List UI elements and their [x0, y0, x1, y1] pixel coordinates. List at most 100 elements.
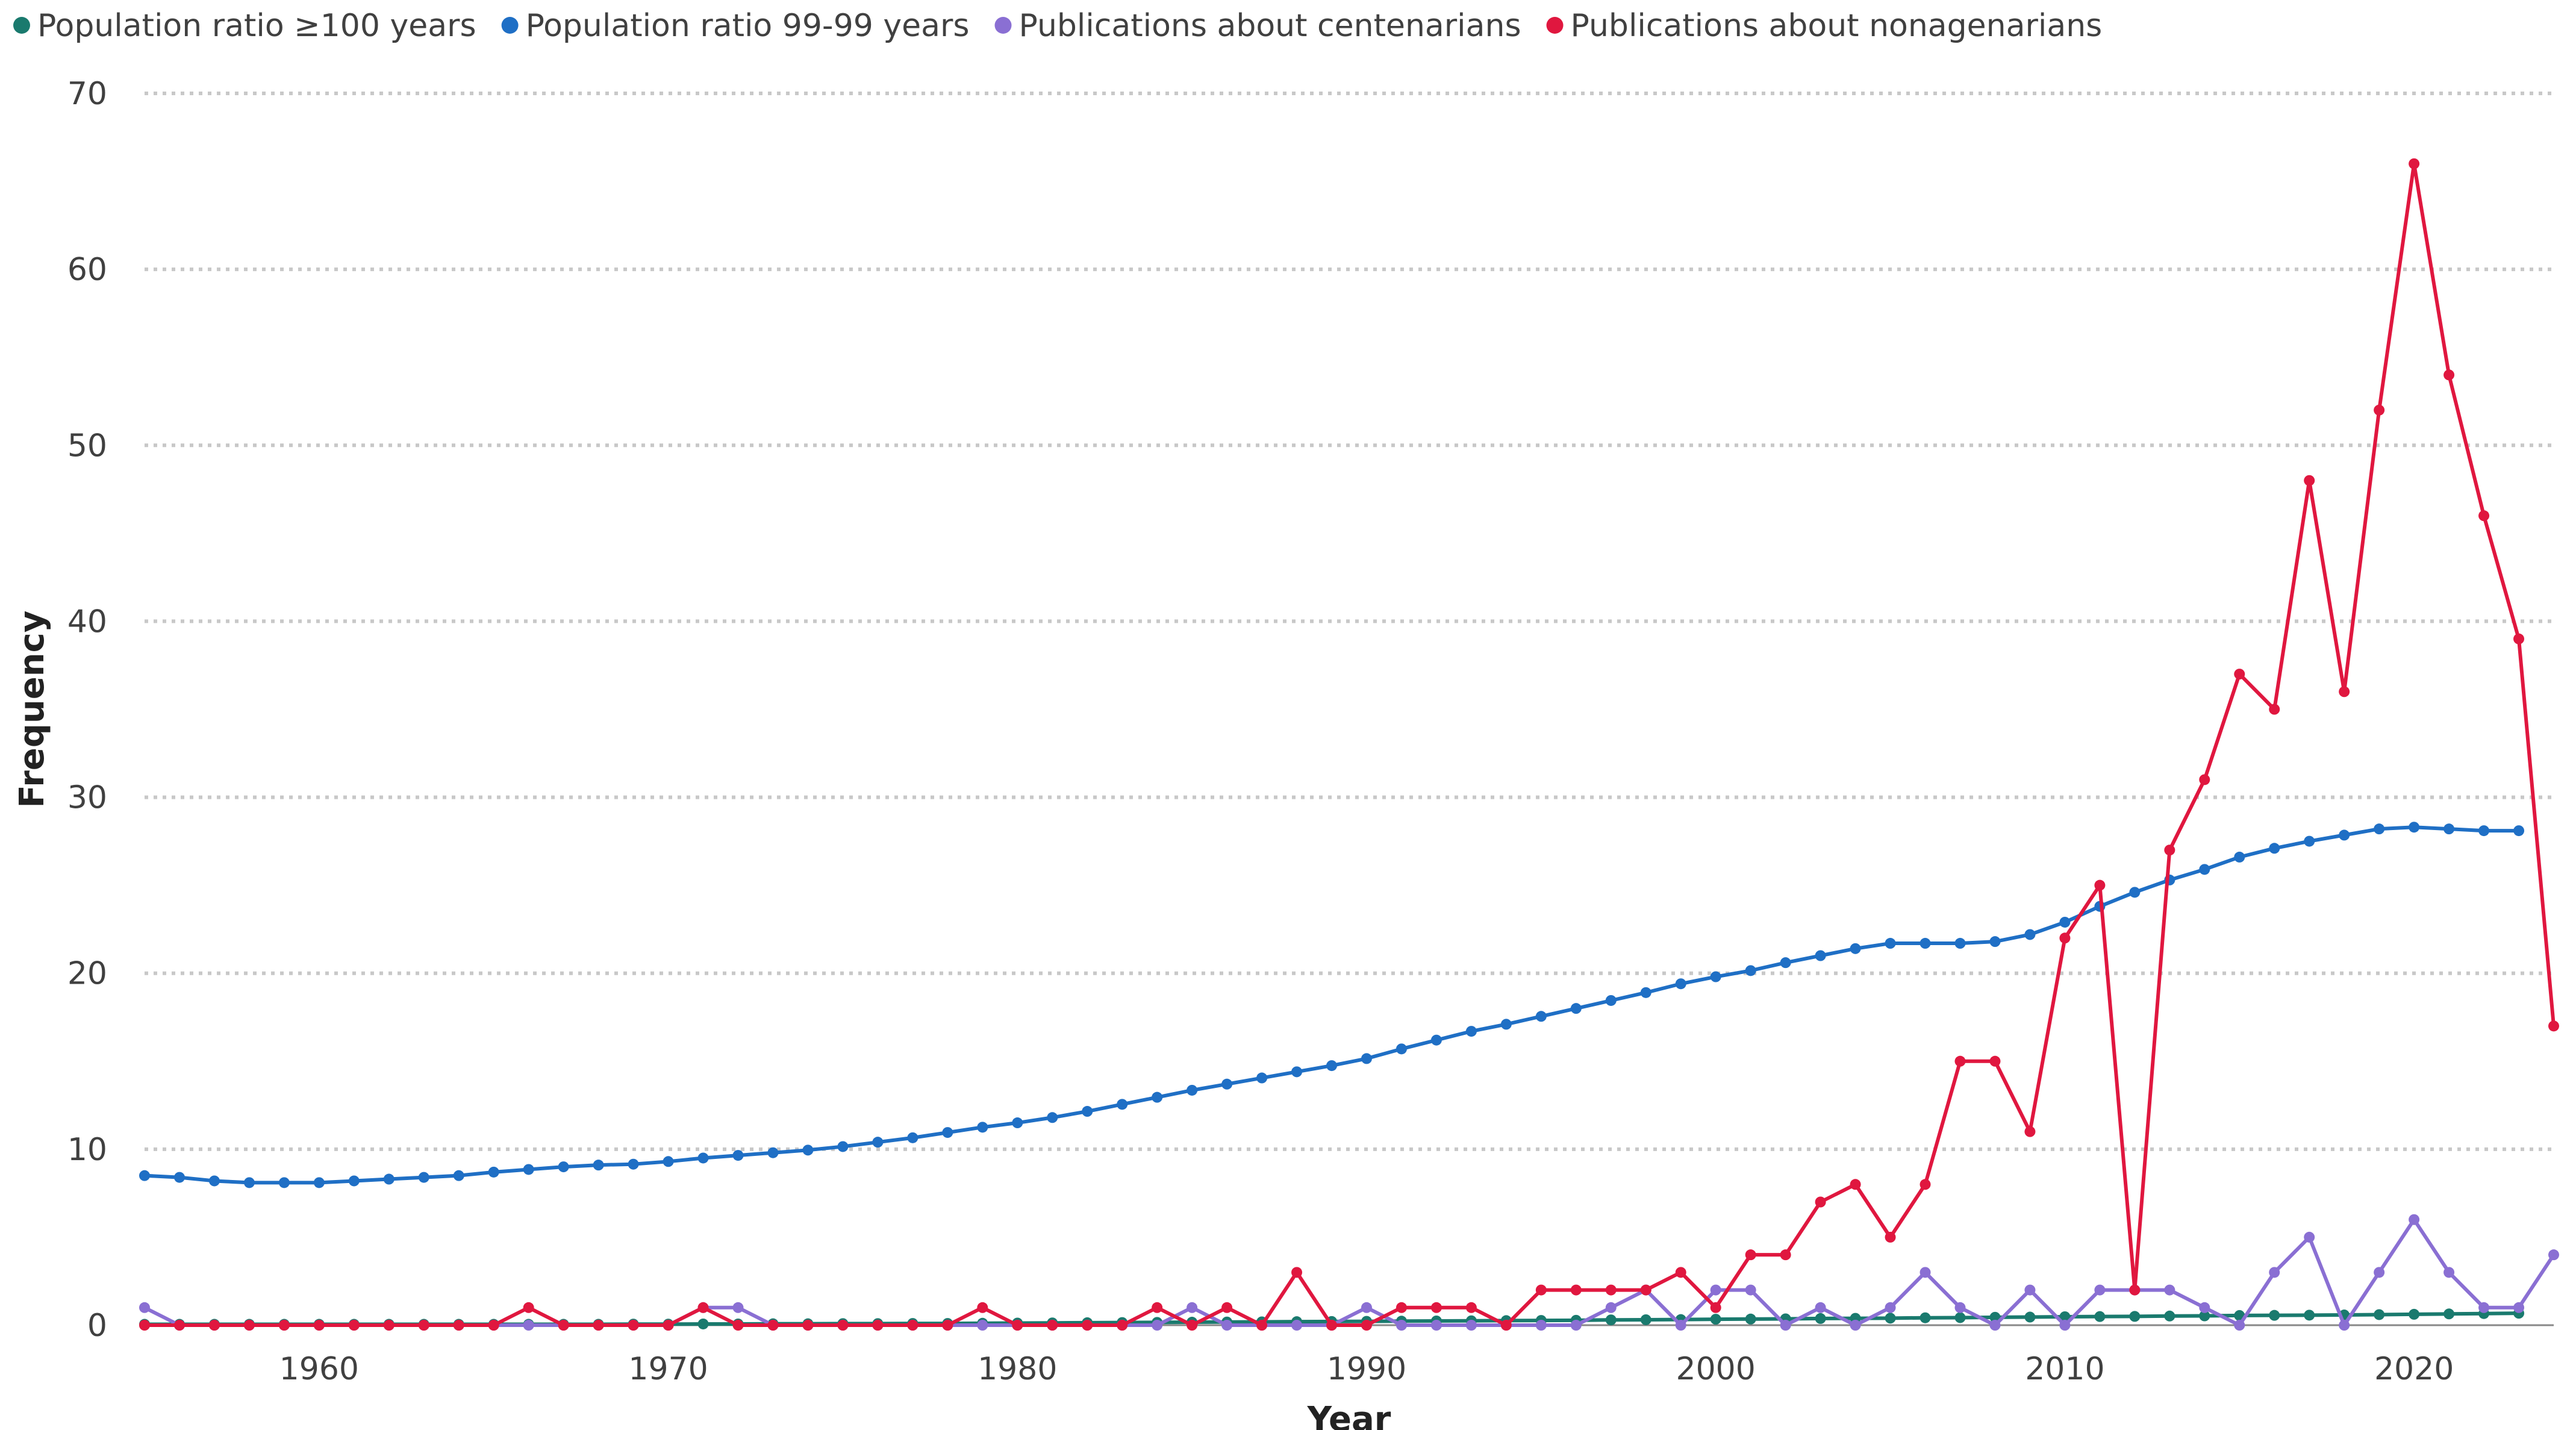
data-point: [2513, 825, 2525, 837]
data-point: [2269, 843, 2280, 854]
data-point: [453, 1320, 464, 1331]
data-point: [418, 1172, 429, 1183]
data-point: [1500, 1019, 1512, 1030]
data-point: [1954, 938, 1966, 949]
data-point: [523, 1320, 534, 1331]
data-point: [1850, 1320, 1861, 1331]
data-point: [1152, 1302, 1163, 1313]
legend-label: Publications about nonagenarians: [1571, 8, 2103, 44]
data-point: [1361, 1053, 1372, 1064]
legend: Population ratio ≥100 years Population ra…: [13, 8, 2102, 44]
data-point: [1920, 1267, 1931, 1278]
data-point: [2548, 1249, 2559, 1261]
data-point: [2059, 1320, 2071, 1331]
data-point: [1954, 1302, 1966, 1313]
data-point: [2129, 887, 2141, 898]
data-point: [139, 1302, 150, 1313]
data-point: [628, 1158, 639, 1170]
data-point: [1640, 987, 1651, 998]
data-point: [453, 1170, 464, 1181]
data-point: [1082, 1106, 1093, 1117]
gridlines: [145, 92, 2554, 1151]
data-point: [2409, 1308, 2420, 1320]
data-point: [1710, 971, 1721, 982]
data-point: [767, 1147, 779, 1158]
data-point: [663, 1156, 674, 1167]
data-point: [628, 1320, 639, 1331]
data-point: [872, 1320, 884, 1331]
data-point: [2339, 829, 2350, 841]
data-point: [1954, 1055, 1966, 1067]
data-point: [1187, 1320, 1198, 1331]
data-point: [1640, 1284, 1651, 1296]
data-point: [977, 1122, 988, 1133]
data-point: [2548, 1020, 2559, 1032]
data-point: [663, 1320, 674, 1331]
data-point: [2304, 1310, 2315, 1321]
data-point: [1361, 1302, 1372, 1313]
data-point: [1221, 1302, 1233, 1313]
data-point: [2129, 1284, 2141, 1296]
series-3: [139, 1214, 2559, 1331]
data-point: [523, 1302, 534, 1313]
data-point: [2199, 864, 2210, 875]
data-point: [732, 1302, 744, 1313]
data-point: [1256, 1072, 1268, 1084]
data-point: [1047, 1112, 1058, 1123]
data-point: [1675, 1320, 1686, 1331]
data-point: [2094, 1311, 2106, 1322]
data-point: [2443, 1308, 2455, 1320]
data-point: [1989, 1320, 2001, 1331]
data-point: [802, 1144, 814, 1156]
data-point: [837, 1141, 849, 1152]
data-point: [348, 1320, 360, 1331]
data-point: [488, 1320, 499, 1331]
x-tick-label: 1980: [978, 1351, 1057, 1387]
data-point: [2443, 1267, 2455, 1278]
series-line: [145, 161, 2556, 1327]
data-point: [1535, 1320, 1547, 1331]
series-4: [139, 158, 2559, 1331]
data-point: [1152, 1320, 1163, 1331]
data-point: [2478, 510, 2490, 522]
series-group: [139, 158, 2559, 1331]
data-point: [1954, 1312, 1966, 1323]
data-point: [1605, 1284, 1617, 1296]
data-point: [1605, 1302, 1617, 1313]
data-point: [1500, 1320, 1512, 1331]
data-point: [278, 1320, 290, 1331]
legend-label: Population ratio ≥100 years: [37, 8, 476, 44]
x-tick-label: 2020: [2374, 1351, 2454, 1387]
data-point: [1291, 1320, 1303, 1331]
data-point: [2024, 1284, 2036, 1296]
data-point: [2094, 1284, 2106, 1296]
data-point: [1780, 1249, 1791, 1261]
data-point: [942, 1127, 953, 1138]
data-point: [907, 1132, 918, 1143]
data-point: [1396, 1043, 1407, 1055]
data-point: [1291, 1267, 1303, 1278]
data-point: [1989, 936, 2001, 948]
data-point: [1361, 1320, 1372, 1331]
data-point: [1885, 938, 1896, 949]
data-point: [1885, 1302, 1896, 1313]
legend-marker: [1546, 17, 1564, 34]
x-tick-label: 1960: [279, 1351, 359, 1387]
data-point: [1012, 1117, 1023, 1129]
data-point: [2234, 669, 2245, 680]
data-point: [2443, 823, 2455, 835]
data-point: [1465, 1320, 1477, 1331]
data-point: [383, 1320, 395, 1331]
data-point: [2059, 1311, 2071, 1322]
data-point: [2269, 704, 2280, 715]
data-point: [1850, 943, 1861, 954]
data-point: [1745, 1249, 1756, 1261]
data-point: [2269, 1267, 2280, 1278]
x-tick-label: 1990: [1327, 1351, 1406, 1387]
data-point: [2059, 932, 2071, 944]
data-point: [488, 1166, 499, 1178]
data-point: [2409, 158, 2420, 169]
data-point: [732, 1320, 744, 1331]
y-axis-ticks: 0 10 20 30 40 50 60 70: [67, 76, 107, 1344]
data-point: [243, 1177, 255, 1188]
